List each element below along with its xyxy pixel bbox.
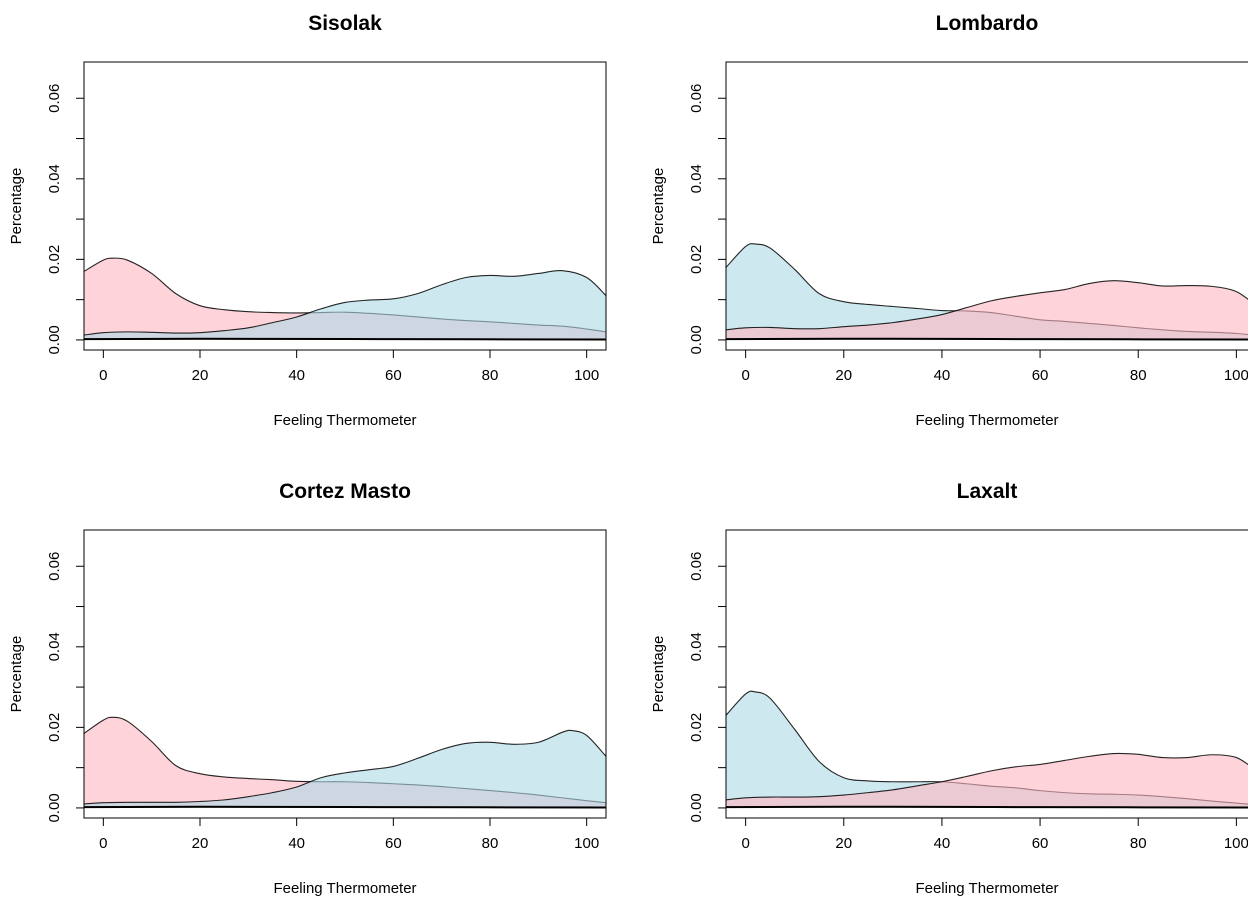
- x-tick-label: 100: [574, 835, 599, 852]
- y-axis-label: Percentage: [8, 636, 25, 713]
- y-tick-label: 0.06: [46, 84, 63, 113]
- x-tick-label: 20: [192, 835, 209, 852]
- chart-title: Sisolak: [308, 12, 382, 35]
- x-tick-label: 0: [99, 367, 107, 384]
- x-tick-label: 20: [835, 835, 852, 852]
- chart-panel-1: Sisolak 0 20 40 60 80 100 0.00 0.02 0.04 0.06 Feeli…: [8, 12, 607, 429]
- y-axis-label: Percentage: [650, 168, 667, 245]
- density-curve-pink: [726, 280, 1248, 331]
- x-tick-label: 80: [482, 835, 499, 852]
- chart-title: Lombardo: [936, 12, 1039, 35]
- chart-panel-2: Lombardo 0 20 40 60 80 100 0.00 0.02 0.04 0.06 Feel…: [650, 12, 1248, 429]
- y-tick-label: 0.02: [46, 713, 63, 742]
- x-tick-label: 0: [99, 835, 107, 852]
- x-tick-label: 40: [288, 835, 305, 852]
- density-baseline-curve: [84, 337, 606, 341]
- plot-frame: [725, 61, 1248, 351]
- chart-panel-3: Cortez Masto 0 20 40 60 80 100 0.00 0.02 0.04 0.06…: [8, 480, 607, 897]
- x-axis-label: Feeling Thermometer: [273, 412, 416, 429]
- y-axis-label: Percentage: [8, 168, 25, 245]
- x-axis-label: Feeling Thermometer: [915, 412, 1058, 429]
- plot-area: [84, 257, 606, 341]
- x-tick-label: 100: [1224, 835, 1248, 852]
- y-tick-label: 0.02: [688, 245, 705, 274]
- density-baseline-curve: [84, 805, 606, 809]
- plot-area: [84, 716, 606, 809]
- x-tick-label: 40: [934, 367, 951, 384]
- density-area-blue: [726, 243, 1248, 340]
- y-tick-label: 0.00: [46, 793, 63, 822]
- density-area-pink: [84, 258, 606, 340]
- x-tick-label: 60: [1032, 367, 1049, 384]
- x-tick-label: 20: [835, 367, 852, 384]
- x-axis-label: Feeling Thermometer: [915, 880, 1058, 897]
- plot-area: [726, 690, 1248, 809]
- y-tick-label: 0.00: [688, 325, 705, 354]
- density-curve-pink: [726, 752, 1248, 801]
- x-tick-label: 60: [1032, 835, 1049, 852]
- y-tick-label: 0.06: [688, 84, 705, 113]
- x-tick-label: 80: [1130, 835, 1147, 852]
- y-tick-label: 0.02: [46, 245, 63, 274]
- y-axis-label: Percentage: [650, 636, 667, 713]
- plot-frame: [83, 529, 607, 819]
- density-area-blue: [84, 730, 606, 808]
- x-tick-label: 40: [288, 367, 305, 384]
- y-tick-label: 0.04: [688, 632, 705, 661]
- y-tick-label: 0.06: [46, 552, 63, 581]
- density-baseline-curve: [726, 805, 1248, 809]
- y-tick-label: 0.00: [46, 325, 63, 354]
- density-area-blue: [726, 691, 1248, 808]
- chart-title: Laxalt: [957, 480, 1018, 503]
- x-tick-label: 60: [385, 367, 402, 384]
- y-tick-label: 0.06: [688, 552, 705, 581]
- density-area-pink: [84, 717, 606, 808]
- x-tick-label: 0: [741, 367, 749, 384]
- x-tick-label: 60: [385, 835, 402, 852]
- density-curve-blue: [84, 729, 606, 805]
- x-tick-label: 100: [1224, 367, 1248, 384]
- chart-panel-4: Laxalt 0 20 40 60 80 100 0.00 0.02 0.04 0.06 Feelin…: [650, 480, 1248, 897]
- plot-area: [726, 243, 1248, 341]
- chart-title: Cortez Masto: [279, 480, 411, 503]
- density-curve-blue: [84, 269, 606, 336]
- x-tick-label: 80: [1130, 367, 1147, 384]
- density-area-blue: [84, 270, 606, 340]
- plot-frame: [83, 61, 607, 351]
- plot-frame: [725, 529, 1248, 819]
- x-tick-label: 100: [574, 367, 599, 384]
- x-axis-label: Feeling Thermometer: [273, 880, 416, 897]
- y-tick-label: 0.04: [688, 164, 705, 193]
- x-tick-label: 80: [482, 367, 499, 384]
- x-tick-label: 20: [192, 367, 209, 384]
- y-tick-label: 0.04: [46, 164, 63, 193]
- y-tick-label: 0.02: [688, 713, 705, 742]
- density-baseline-curve: [726, 337, 1248, 341]
- x-tick-label: 0: [741, 835, 749, 852]
- x-tick-label: 40: [934, 835, 951, 852]
- y-tick-label: 0.00: [688, 793, 705, 822]
- density-area-pink: [726, 280, 1248, 340]
- y-tick-label: 0.04: [46, 632, 63, 661]
